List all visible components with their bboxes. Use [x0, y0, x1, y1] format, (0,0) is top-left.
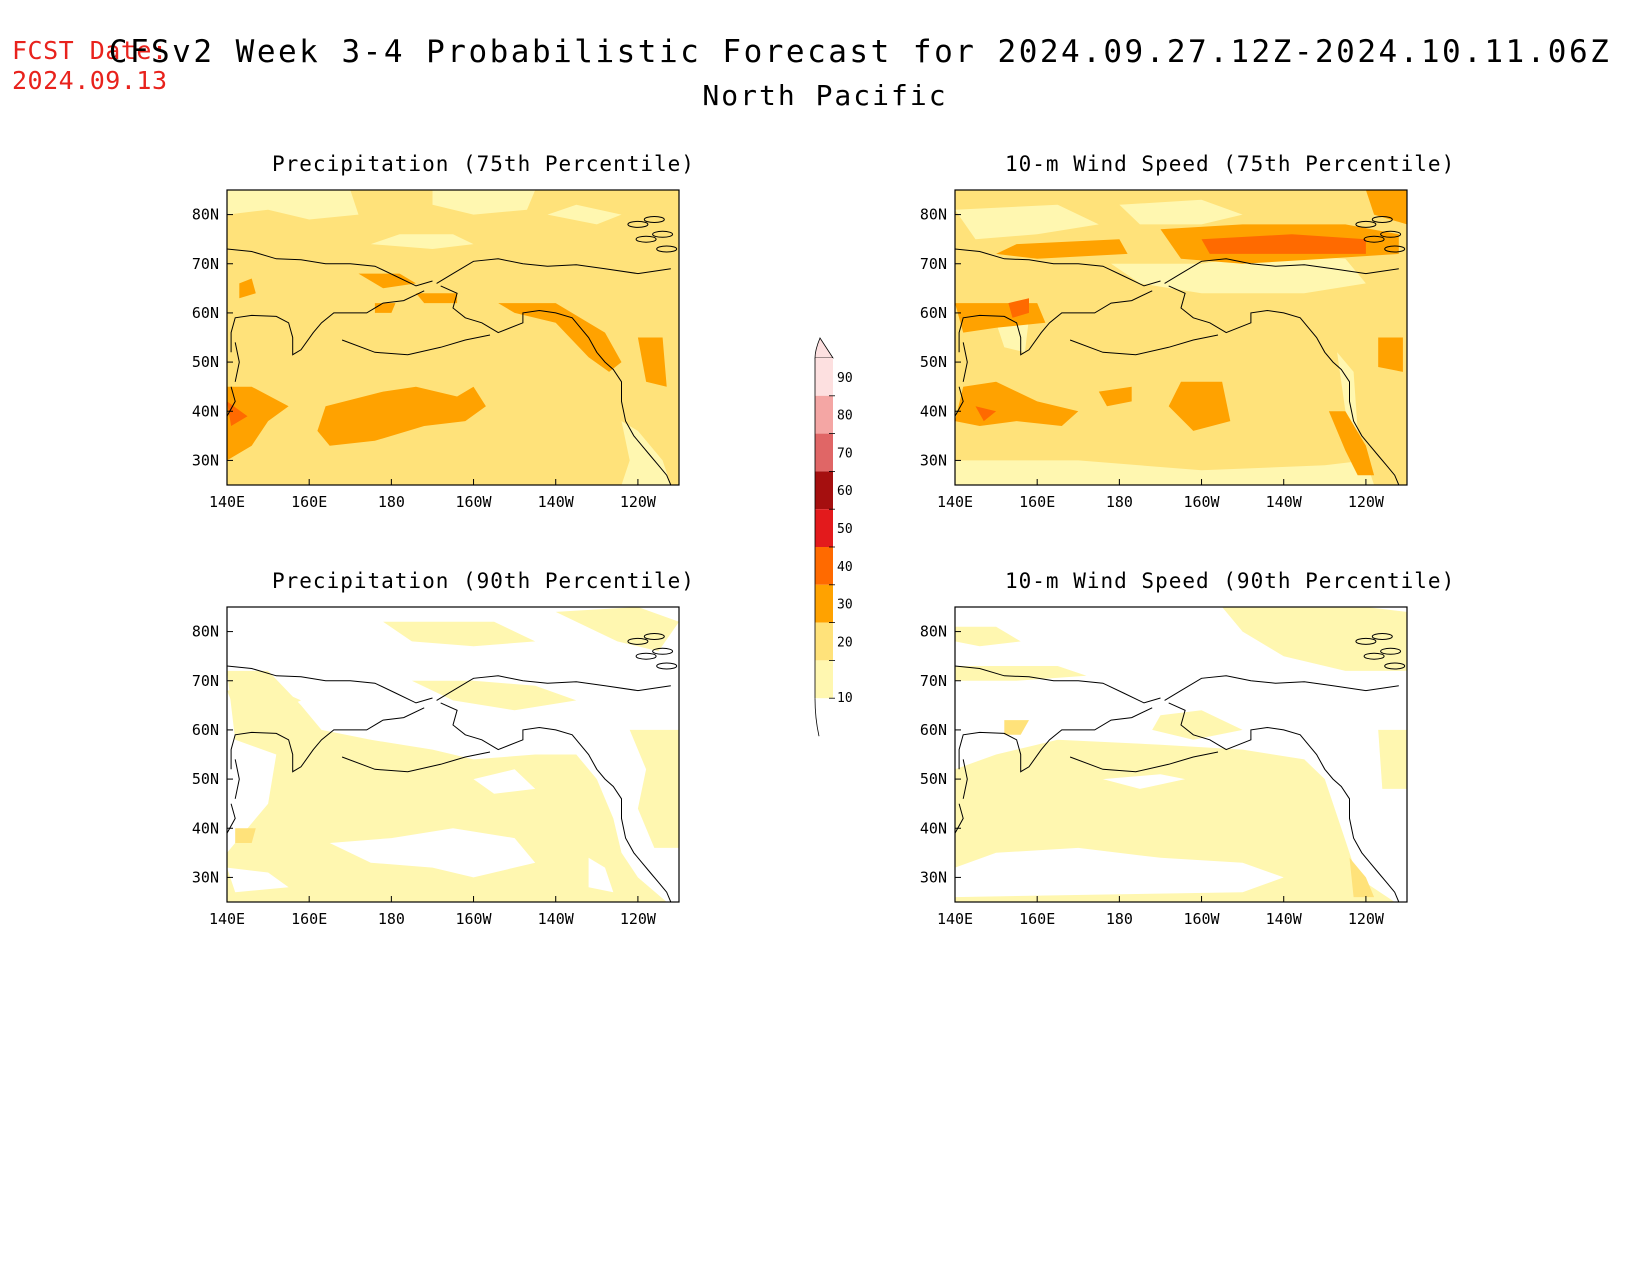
svg-text:80: 80 [837, 409, 853, 424]
svg-text:80N: 80N [192, 206, 219, 224]
forecast-date-value: 2024.09.13 [12, 66, 168, 95]
svg-text:60N: 60N [920, 304, 947, 322]
map-panel-wind90: 140E 160E 180 160W 140W 120W 80N 70N 60N 50N 40N 30… [920, 606, 1408, 928]
svg-text:70N: 70N [192, 255, 219, 273]
panel-title-wind90: 10-m Wind Speed (90th Percentile) [1005, 569, 1456, 593]
svg-text:30N: 30N [192, 868, 219, 886]
svg-text:70: 70 [837, 446, 853, 461]
svg-text:160W: 160W [1183, 910, 1220, 928]
svg-text:140W: 140W [1266, 910, 1303, 928]
svg-text:140W: 140W [538, 493, 575, 511]
region-title: North Pacific [702, 79, 948, 112]
svg-text:40N: 40N [192, 402, 219, 420]
svg-text:10: 10 [837, 691, 853, 706]
svg-text:50N: 50N [192, 770, 219, 788]
svg-text:50N: 50N [920, 353, 947, 371]
svg-text:80N: 80N [192, 623, 219, 641]
svg-text:60N: 60N [192, 304, 219, 322]
svg-text:180: 180 [378, 493, 405, 511]
svg-text:180: 180 [378, 910, 405, 928]
map-panel-precip75: 140E 160E 180 160W 140W 120W 80N 70N 60N 50N 40N 30… [192, 189, 680, 511]
svg-text:120W: 120W [620, 910, 657, 928]
svg-text:70N: 70N [920, 672, 947, 690]
svg-text:160W: 160W [1183, 493, 1220, 511]
colorbar: 90 80 70 60 50 40 30 20 10 [814, 337, 853, 737]
forecast-date-label: FCST Date: [12, 36, 168, 65]
svg-text:20: 20 [837, 635, 853, 650]
svg-text:140W: 140W [1266, 493, 1303, 511]
svg-text:30: 30 [837, 598, 853, 613]
svg-text:140E: 140E [937, 910, 973, 928]
svg-text:80N: 80N [920, 623, 947, 641]
svg-text:140W: 140W [538, 910, 575, 928]
svg-text:160W: 160W [455, 493, 492, 511]
svg-text:120W: 120W [1348, 910, 1385, 928]
svg-text:160E: 160E [1019, 910, 1055, 928]
svg-text:30N: 30N [192, 451, 219, 469]
page-title: CFSv2 Week 3-4 Probabilistic Forecast fo… [108, 34, 1612, 70]
svg-text:50N: 50N [920, 770, 947, 788]
svg-text:40N: 40N [192, 819, 219, 837]
svg-text:60: 60 [837, 484, 853, 499]
svg-text:40N: 40N [920, 819, 947, 837]
svg-text:140E: 140E [937, 493, 973, 511]
map-panel-precip90: 140E 160E 180 160W 140W 120W 80N 70N 60N 50N 40N 30… [192, 606, 680, 928]
svg-text:120W: 120W [1348, 493, 1385, 511]
svg-text:70N: 70N [192, 672, 219, 690]
svg-text:80N: 80N [920, 206, 947, 224]
svg-text:140E: 140E [209, 910, 245, 928]
svg-text:60N: 60N [920, 721, 947, 739]
svg-text:60N: 60N [192, 721, 219, 739]
svg-text:140E: 140E [209, 493, 245, 511]
panel-title-precip75: Precipitation (75th Percentile) [272, 152, 695, 176]
svg-text:40N: 40N [920, 402, 947, 420]
svg-text:30N: 30N [920, 868, 947, 886]
svg-text:70N: 70N [920, 255, 947, 273]
svg-text:30N: 30N [920, 451, 947, 469]
svg-text:160E: 160E [291, 493, 327, 511]
panel-title-wind75: 10-m Wind Speed (75th Percentile) [1005, 152, 1456, 176]
svg-text:160E: 160E [291, 910, 327, 928]
svg-text:50N: 50N [192, 353, 219, 371]
svg-text:160E: 160E [1019, 493, 1055, 511]
svg-text:160W: 160W [455, 910, 492, 928]
svg-text:50: 50 [837, 522, 853, 537]
forecast-date-block: FCST Date: 2024.09.13 [12, 36, 168, 96]
svg-text:120W: 120W [620, 493, 657, 511]
svg-text:180: 180 [1106, 493, 1133, 511]
panel-title-precip90: Precipitation (90th Percentile) [272, 569, 695, 593]
svg-text:180: 180 [1106, 910, 1133, 928]
svg-text:40: 40 [837, 560, 853, 575]
svg-text:90: 90 [837, 371, 853, 386]
map-panel-wind75: 140E 160E 180 160W 140W 120W 80N 70N 60N 50N 40N 30… [920, 189, 1408, 511]
